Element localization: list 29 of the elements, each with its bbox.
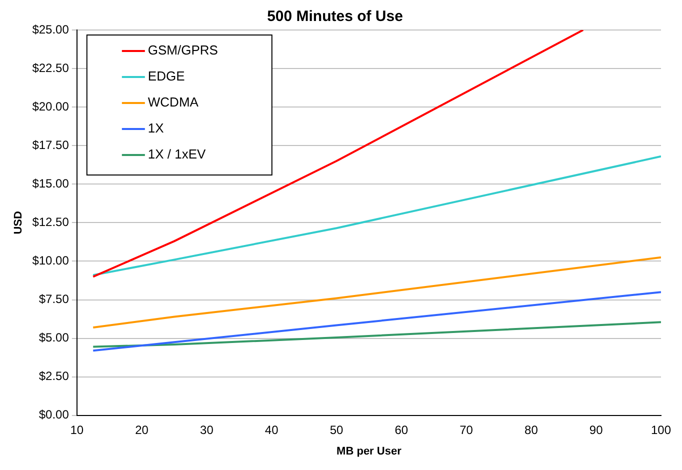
x-tick-label: 30 <box>200 422 214 437</box>
y-tick-label: $22.50 <box>32 60 70 75</box>
y-tick-label: $0.00 <box>38 408 70 422</box>
legend-label: 1X <box>148 120 164 136</box>
x-tick-label: 60 <box>394 422 408 437</box>
legend-label: WCDMA <box>148 94 199 110</box>
y-tick-label: $20.00 <box>32 99 70 114</box>
y-tick-label: $10.00 <box>32 254 70 268</box>
x-tick-label: 20 <box>135 422 149 437</box>
x-axis-title: MB per User <box>336 445 402 458</box>
legend-label: GSM/GPRS <box>148 42 218 58</box>
x-tick-label: 50 <box>330 422 344 437</box>
legend-label: EDGE <box>148 68 186 84</box>
chart-title: 500 Minutes of Use <box>267 8 403 26</box>
y-tick-label: $5.00 <box>38 330 70 345</box>
x-tick-label: 100 <box>650 422 672 437</box>
y-tick-label: $2.50 <box>38 369 70 384</box>
y-tick-label: $15.00 <box>32 176 70 190</box>
y-tick-label: $12.50 <box>32 215 70 230</box>
legend-label: 1X / 1xEV <box>148 146 206 162</box>
y-axis-title: USD <box>12 211 25 234</box>
y-tick-label: $7.50 <box>38 292 70 306</box>
y-tick-label: $17.50 <box>32 138 70 152</box>
x-tick-label: 90 <box>589 422 604 437</box>
x-tick-label: 40 <box>264 422 279 437</box>
x-tick-label: 70 <box>460 422 474 437</box>
x-tick-label: 80 <box>524 422 538 437</box>
y-tick-label: $25.00 <box>32 22 70 36</box>
x-tick-label: 10 <box>70 422 84 437</box>
